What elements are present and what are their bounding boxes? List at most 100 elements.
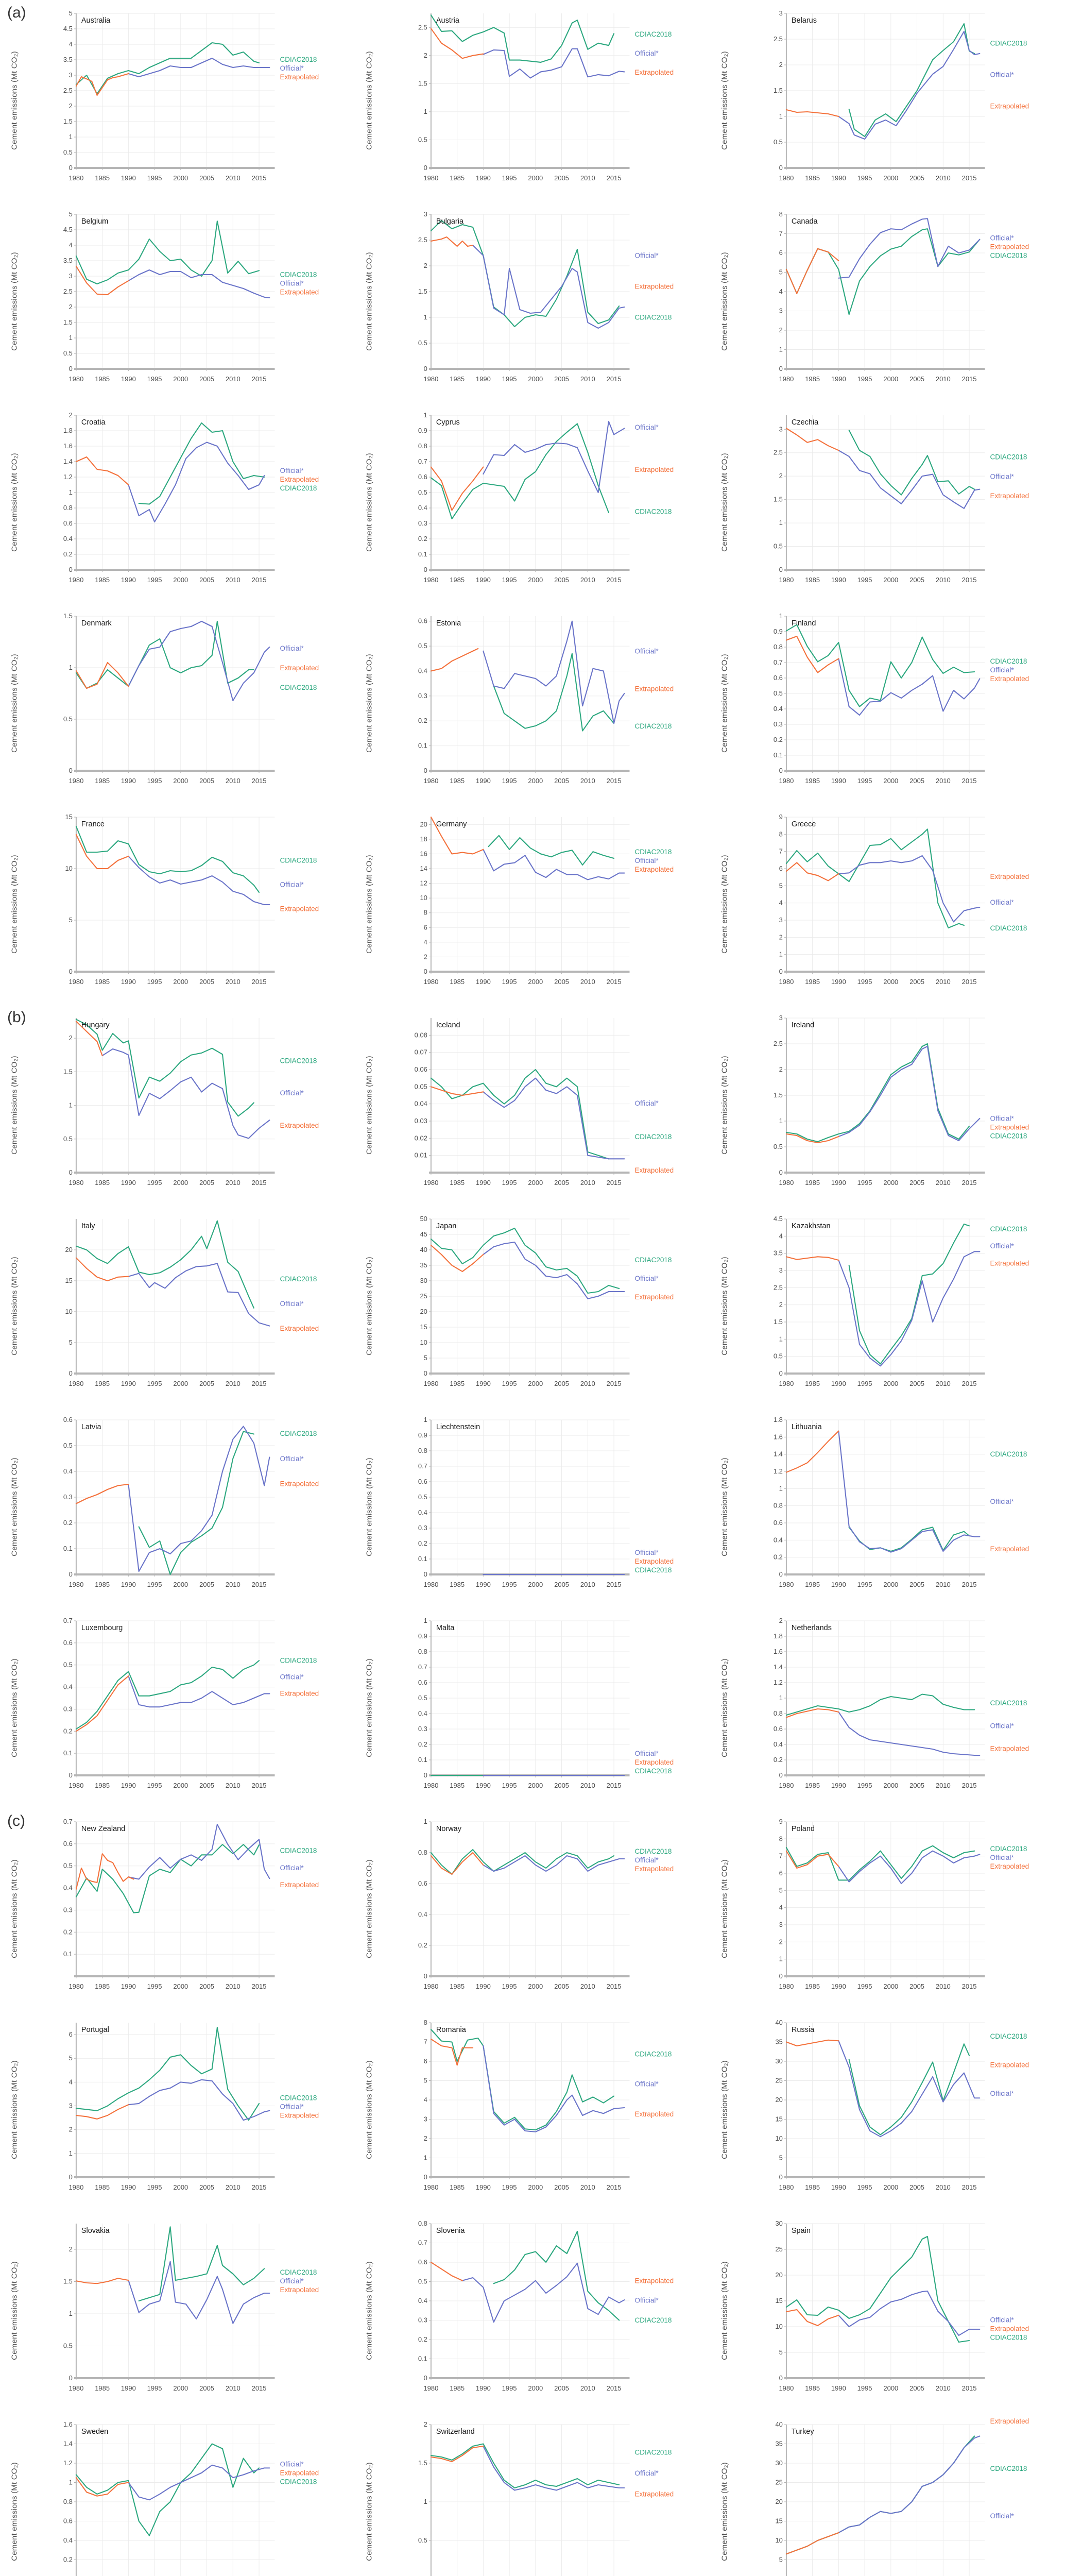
x-tick-label: 2005 xyxy=(199,1581,214,1588)
y-tick-label: 0.5 xyxy=(63,2342,73,2349)
country-panel: (c) Cement emissions (Mt CO₂) 0.1 0.2 0.3 0.4… xyxy=(0,1808,355,2009)
series-line-official xyxy=(837,1045,981,1142)
plot-area: 0 1 2 3 4 5 6 7 8 9 1980 1985 1990 1995 2000 2005 2010 20… xyxy=(742,1812,1061,2005)
y-tick-label: 0 xyxy=(69,767,73,774)
x-tick-label: 1995 xyxy=(502,1782,517,1789)
country-panel: Cement emissions (Mt CO₂) 0 0.5 1 1.5 2 2.5 3 3.… xyxy=(710,1206,1065,1406)
y-tick-label: 6 xyxy=(779,865,782,872)
y-tick-label: 0.1 xyxy=(63,1749,73,1757)
y-tick-label: 0.4 xyxy=(774,1740,783,1748)
y-tick-label: 0 xyxy=(69,968,73,975)
y-tick-label: 5 xyxy=(779,1886,782,1894)
y-tick-label: 1 xyxy=(69,2310,73,2317)
y-tick-label: 10 xyxy=(65,865,72,872)
x-tick-label: 2015 xyxy=(252,978,267,986)
y-tick-label: 0.6 xyxy=(63,1840,73,1848)
y-axis-label: Cement emissions (Mt CO₂) xyxy=(365,252,374,351)
series-line-extrapolated xyxy=(75,265,129,296)
chart-svg: 0 0.5 1 1.5 2 2.5 3 3.5 4 4.5 5 1980 1985 1990 1995 200… xyxy=(63,9,319,182)
x-tick-label: 2015 xyxy=(252,375,267,383)
y-tick-label: 4 xyxy=(779,899,782,907)
x-tick-label: 2010 xyxy=(226,375,241,383)
x-tick-label: 2015 xyxy=(252,1782,267,1789)
y-tick-label: 0 xyxy=(424,767,427,774)
y-tick-label: 0 xyxy=(779,1570,782,1578)
panel-country-title: Netherlands xyxy=(792,1624,832,1632)
panel-inner: Cement emissions (Mt CO₂) 0 0.1 0.2 0.3 0.4 0.… xyxy=(355,1406,710,1607)
legend-label-extrapolated: Extrapolated xyxy=(990,1862,1029,1870)
x-tick-label: 1995 xyxy=(502,1581,517,1588)
legend-label-cdiac: CDIAC2018 xyxy=(280,1847,317,1855)
x-tick-label: 1995 xyxy=(857,1179,872,1187)
x-tick-label: 1985 xyxy=(805,576,820,584)
y-tick-label: 0.6 xyxy=(63,1416,73,1423)
x-tick-label: 2010 xyxy=(936,1782,951,1789)
y-tick-label: 0 xyxy=(779,968,782,975)
y-tick-label: 0.4 xyxy=(418,1509,427,1516)
series-line-cdiac xyxy=(75,42,260,95)
plot-area: 0 0.5 1 1.5 2 2.5 3 3.5 4 4.5 1980 1985 1990 1995 2000… xyxy=(742,1210,1061,1402)
y-tick-label: 0 xyxy=(779,2575,782,2576)
panel-country-title: Russia xyxy=(792,2026,815,2034)
panel-letter: (a) xyxy=(7,4,26,21)
y-axis-label: Cement emissions (Mt CO₂) xyxy=(365,1458,374,1556)
country-panel: Cement emissions (Mt CO₂) 0 0.5 1 1.5 2 2.5 198… xyxy=(355,0,710,201)
chart-svg: 0 1 2 3 4 5 6 7 8 9 1980 1985 1990 1995 2000 2005 2010 20… xyxy=(779,1818,1029,1990)
x-tick-label: 1980 xyxy=(68,375,83,383)
country-panel: Cement emissions (Mt CO₂) 0 0.2 0.4 0.6 0.8 1 1… xyxy=(710,1406,1065,1607)
series-line-cdiac xyxy=(138,1431,254,1575)
x-tick-label: 2005 xyxy=(554,375,569,383)
series-line-official xyxy=(128,1263,270,1327)
x-tick-label: 1985 xyxy=(95,1982,110,1990)
y-tick-label: 0.6 xyxy=(418,2258,427,2266)
x-tick-label: 2005 xyxy=(554,2384,569,2392)
x-tick-label: 2005 xyxy=(554,1581,569,1588)
country-panel: Cement emissions (Mt CO₂) 0 0.1 0.2 0.3 0.4 0.… xyxy=(355,1406,710,1607)
series-line-extrapolated xyxy=(785,1850,839,1869)
series-line-extrapolated xyxy=(785,1708,839,1718)
y-tick-label: 0.2 xyxy=(418,717,427,724)
y-tick-label: 1 xyxy=(424,1818,427,1825)
x-tick-label: 1995 xyxy=(857,2183,872,2191)
x-tick-label: 1990 xyxy=(831,1782,846,1789)
x-tick-label: 2015 xyxy=(607,1581,622,1588)
y-axis-label: Cement emissions (Mt CO₂) xyxy=(10,855,19,954)
y-tick-label: 1.2 xyxy=(774,1679,783,1686)
country-panel: Cement emissions (Mt CO₂) 0 0.1 0.2 0.3 0.4 0.… xyxy=(710,603,1065,804)
plot-area: 0 0.1 0.2 0.3 0.4 0.5 0.6 1980 1985 1990 1995 2000 2… xyxy=(32,1411,351,1603)
legend-label-official: Official* xyxy=(635,251,659,259)
y-tick-label: 12 xyxy=(420,879,427,887)
y-tick-label: 0.2 xyxy=(418,1941,427,1949)
x-tick-label: 1985 xyxy=(805,1581,820,1588)
chart-svg: 0 1 2 3 4 5 6 7 8 9 1980 1985 1990 1995 2000 2005 2010 20… xyxy=(779,813,1029,986)
series-line-cdiac xyxy=(138,2226,265,2302)
x-tick-label: 1980 xyxy=(779,576,794,584)
x-tick-label: 2000 xyxy=(173,777,188,785)
legend-label-official: Official* xyxy=(990,1722,1014,1730)
x-tick-label: 1990 xyxy=(831,978,846,986)
x-tick-label: 2005 xyxy=(909,1179,924,1187)
x-tick-label: 2005 xyxy=(199,1982,214,1990)
legend-label-official: Official* xyxy=(990,71,1014,79)
legend-label-extrapolated: Extrapolated xyxy=(280,2286,319,2294)
panel-inner: Cement emissions (Mt CO₂) 0 0.1 0.2 0.3 0.4 0.… xyxy=(355,1607,710,1808)
panel-country-title: Belarus xyxy=(792,16,817,25)
series-line-cdiac xyxy=(75,1220,254,1309)
x-tick-label: 2015 xyxy=(252,1581,267,1588)
y-tick-label: 20 xyxy=(775,2096,782,2104)
y-tick-label: 0 xyxy=(69,1168,73,1176)
x-tick-label: 1995 xyxy=(147,978,162,986)
y-tick-label: 0 xyxy=(424,1570,427,1578)
x-tick-label: 2000 xyxy=(528,1581,543,1588)
x-tick-label: 1985 xyxy=(805,174,820,182)
x-tick-label: 1980 xyxy=(68,576,83,584)
y-axis-label: Cement emissions (Mt CO₂) xyxy=(10,1257,19,1355)
x-tick-label: 1990 xyxy=(476,1782,491,1789)
y-tick-label: 0.6 xyxy=(418,1679,427,1686)
y-tick-label: 0.9 xyxy=(418,1632,427,1640)
series-line-cdiac xyxy=(431,423,610,520)
plot-area: 0 0.5 1 1.5 1980 1985 1990 1995 2000 2005 2010 2015… xyxy=(32,607,351,800)
x-tick-label: 2000 xyxy=(883,2384,898,2392)
y-tick-label: 1.5 xyxy=(63,1067,73,1075)
y-tick-label: 6 xyxy=(69,2030,73,2038)
